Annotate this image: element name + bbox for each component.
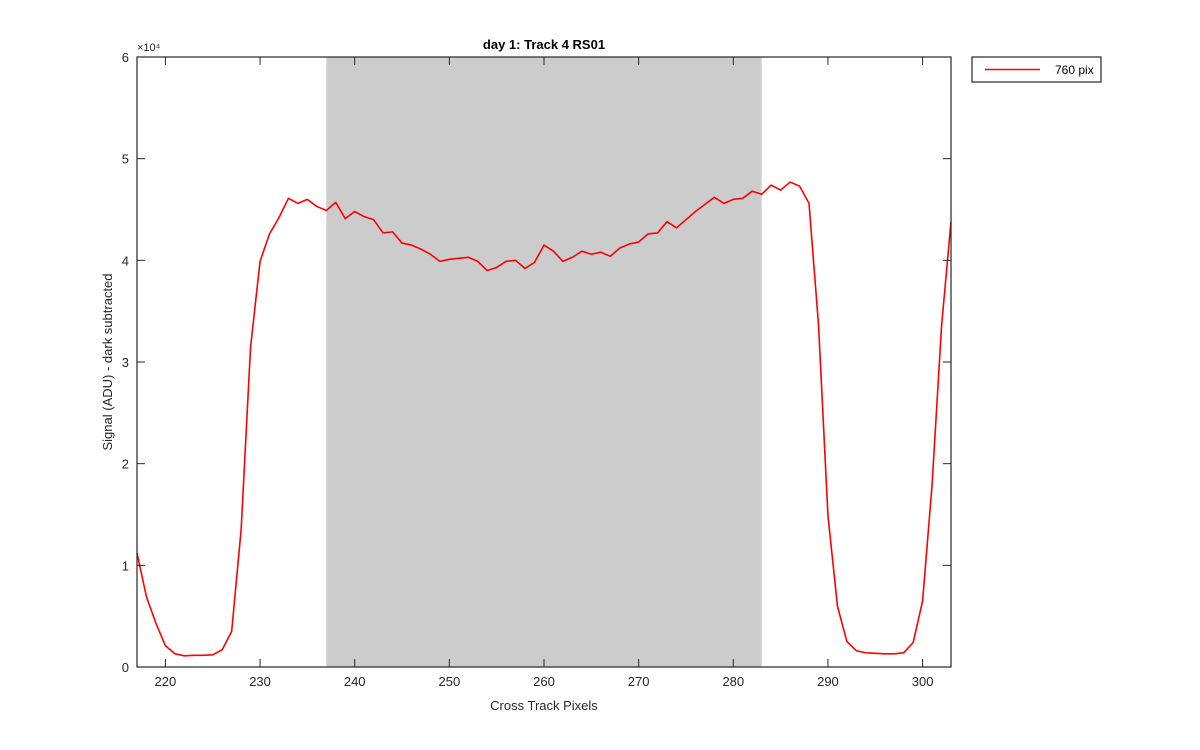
y-tick-label: 1 [122,558,129,573]
x-tick-label: 280 [722,674,744,689]
x-tick-label: 220 [155,674,177,689]
chart-title: day 1: Track 4 RS01 [483,37,605,52]
legend[interactable]: 760 pix [971,56,1102,83]
y-tick-label: 3 [122,355,129,370]
y-tick-label: 4 [122,253,129,268]
y-exponent-label: ×10⁴ [137,42,161,54]
legend-entry-label: 760 pix [1055,63,1094,77]
y-tick-label: 2 [122,457,129,472]
shaded-region [326,57,762,667]
x-tick-label: 270 [628,674,650,689]
x-tick-label: 240 [344,674,366,689]
x-tick-label: 290 [817,674,839,689]
y-tick-label: 6 [122,50,129,65]
y-tick-label: 5 [122,152,129,167]
x-tick-label: 230 [249,674,271,689]
x-tick-label: 260 [533,674,555,689]
y-tick-label: 0 [122,660,129,675]
plot-area: 220 230 240 250 260 270 280 290 300 0 1 2 3 4 5 6 [122,50,952,689]
y-axis-label: Signal (ADU) - dark subtracted [100,273,115,450]
x-tick-label: 250 [438,674,460,689]
x-tick-label: 300 [912,674,934,689]
x-axis-label: Cross Track Pixels [490,698,598,713]
series-line-0 [136,181,952,657]
